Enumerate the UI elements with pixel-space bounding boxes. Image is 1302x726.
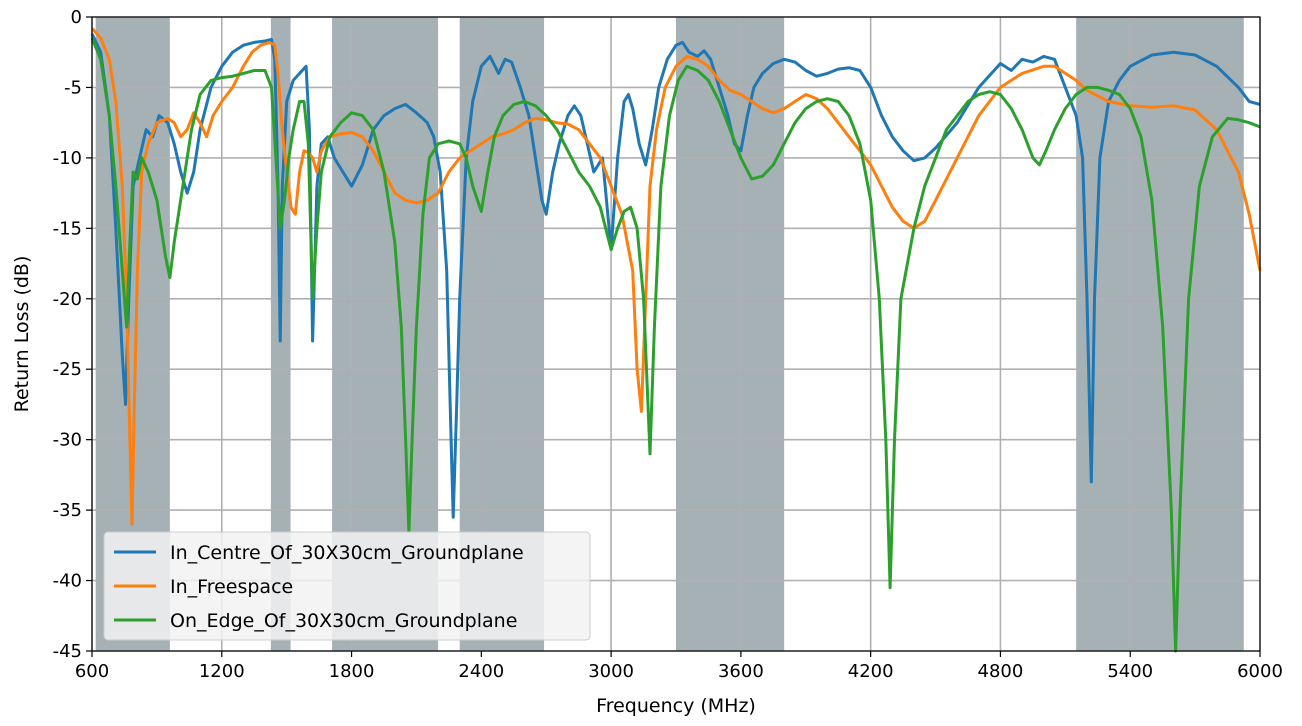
y-tick-label: -30 xyxy=(53,430,82,451)
axis-ticks: 600 1200 1800 2400 3000 3600 4200 4800 5400 6000 0… xyxy=(53,7,1283,682)
x-tick-label: 1800 xyxy=(329,661,375,682)
y-tick-label: -25 xyxy=(53,359,82,380)
legend-label-0: In_Centre_Of_30X30cm_Groundplane xyxy=(170,542,524,564)
y-tick-label: -20 xyxy=(53,289,82,310)
x-tick-label: 1200 xyxy=(199,661,245,682)
y-tick-label: 0 xyxy=(71,7,82,28)
y-tick-label: -5 xyxy=(64,77,82,98)
series-line-1 xyxy=(90,27,1262,526)
y-tick-label: -35 xyxy=(53,500,82,521)
legend-box xyxy=(103,531,591,641)
y-tick-label: -40 xyxy=(53,571,82,592)
x-tick-label: 6000 xyxy=(1237,661,1283,682)
x-tick-label: 4200 xyxy=(848,661,894,682)
shaded-band-5 xyxy=(1076,17,1244,651)
x-tick-label: 2400 xyxy=(458,661,504,682)
series-lines xyxy=(90,27,1262,653)
y-axis-label: Return Loss (dB) xyxy=(11,256,33,413)
y-tick-label: -15 xyxy=(53,218,82,239)
series-line-2 xyxy=(90,37,1261,653)
x-tick-label: 3000 xyxy=(588,661,634,682)
legend-label-2: On_Edge_Of_30X30cm_Groundplane xyxy=(170,610,517,632)
y-tick-label: -10 xyxy=(53,148,82,169)
x-axis-label: Frequency (MHz) xyxy=(596,695,756,717)
series-line-0 xyxy=(90,33,1261,519)
legend: In_Centre_Of_30X30cm_Groundplane In_Frees… xyxy=(103,531,591,641)
x-tick-label: 5400 xyxy=(1107,661,1153,682)
x-tick-label: 4800 xyxy=(978,661,1024,682)
y-tick-label: -45 xyxy=(53,641,82,662)
x-tick-label: 3600 xyxy=(718,661,764,682)
plot-frame xyxy=(91,16,1261,652)
x-tick-label: 600 xyxy=(75,661,109,682)
legend-label-1: In_Freespace xyxy=(170,576,293,598)
